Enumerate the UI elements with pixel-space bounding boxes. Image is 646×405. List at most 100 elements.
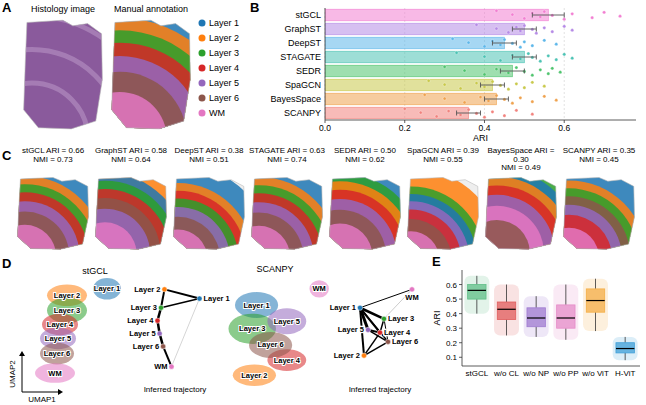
point bbox=[603, 11, 606, 14]
point bbox=[507, 71, 510, 74]
point bbox=[443, 97, 446, 100]
point bbox=[519, 29, 522, 32]
layer-region bbox=[40, 189, 170, 319]
bar bbox=[325, 9, 548, 21]
axis-title: ARI bbox=[473, 133, 488, 143]
legend-label: Layer 5 bbox=[209, 78, 239, 88]
category-label: w/o ViT bbox=[581, 369, 609, 378]
node-label: Layer 1 bbox=[330, 303, 356, 312]
point bbox=[483, 73, 486, 76]
tissue-outline bbox=[485, 177, 556, 249]
panel-letter: E bbox=[432, 254, 441, 269]
plot-title: SCANPY bbox=[256, 264, 293, 274]
layer-region bbox=[0, 176, 105, 336]
cluster-blob bbox=[35, 363, 75, 382]
box bbox=[616, 343, 634, 353]
whisker bbox=[476, 299, 477, 314]
error-cap bbox=[564, 13, 565, 18]
category-label: STAGATE bbox=[280, 52, 321, 62]
category-label: stGCL bbox=[465, 369, 488, 378]
text-line: H-ViT bbox=[615, 369, 635, 378]
point bbox=[563, 25, 566, 28]
category-label: SEDR bbox=[296, 66, 322, 76]
whisker bbox=[625, 353, 626, 360]
point bbox=[475, 23, 478, 26]
trajectory-node bbox=[409, 287, 414, 292]
category-label: stGCL bbox=[295, 10, 321, 20]
point bbox=[531, 81, 534, 84]
point bbox=[499, 59, 502, 62]
point bbox=[467, 41, 470, 44]
cluster-blob bbox=[267, 308, 306, 334]
point bbox=[503, 114, 506, 117]
tissue-outline bbox=[329, 177, 400, 249]
box bbox=[468, 285, 486, 300]
point bbox=[543, 85, 546, 88]
tick-mark bbox=[459, 284, 462, 285]
map-subtitle: NMI = 0.62 bbox=[345, 155, 385, 164]
bar bbox=[325, 65, 512, 77]
text-line: stGCL bbox=[465, 369, 488, 378]
error-cap bbox=[512, 55, 513, 60]
map-subtitle: NMI = 0.64 bbox=[111, 155, 151, 164]
point bbox=[459, 113, 462, 116]
node-label: Layer 5 bbox=[129, 329, 155, 338]
error-bar bbox=[512, 57, 536, 58]
point bbox=[539, 15, 542, 18]
point bbox=[547, 54, 550, 57]
node-label: Layer 2 bbox=[134, 285, 160, 294]
category-label: GraphST bbox=[284, 24, 321, 34]
error-cap bbox=[532, 13, 533, 18]
error-cap bbox=[516, 41, 517, 46]
arrow-head bbox=[19, 351, 25, 356]
bar bbox=[325, 107, 469, 119]
point bbox=[519, 57, 522, 60]
point bbox=[459, 87, 462, 90]
node-label: Layer 3 bbox=[388, 314, 414, 323]
node-label: WM bbox=[154, 362, 167, 371]
point bbox=[563, 53, 566, 56]
median bbox=[586, 300, 604, 301]
error-bar bbox=[457, 113, 481, 114]
whisker bbox=[506, 285, 507, 302]
layer-region bbox=[257, 173, 423, 339]
box bbox=[586, 289, 604, 312]
tick-label: 0.4 bbox=[446, 310, 458, 319]
axis-title: ARI bbox=[432, 310, 442, 325]
legend-marker bbox=[199, 65, 206, 72]
whisker bbox=[476, 276, 477, 285]
layer-region bbox=[117, 198, 238, 319]
trajectory-node bbox=[365, 327, 370, 332]
error-bar bbox=[484, 99, 508, 100]
trajectory-edge bbox=[364, 333, 380, 356]
cluster-label: Layer 4 bbox=[47, 320, 74, 329]
error-cap bbox=[536, 55, 537, 60]
point bbox=[515, 109, 518, 112]
arrow-head bbox=[58, 389, 63, 395]
point bbox=[515, 82, 518, 85]
bar bbox=[325, 23, 524, 35]
point bbox=[543, 39, 546, 42]
category-label: SpaGCN bbox=[285, 80, 321, 90]
point bbox=[499, 43, 502, 46]
point bbox=[483, 55, 486, 58]
tissue-outline bbox=[407, 177, 478, 249]
range-band bbox=[583, 279, 608, 331]
point bbox=[511, 102, 514, 105]
trajectory-node bbox=[161, 344, 166, 349]
layer-region bbox=[23, 172, 186, 335]
range-band bbox=[464, 276, 489, 314]
point bbox=[511, 13, 514, 16]
axis-title: UMAP2 bbox=[8, 360, 17, 388]
node-label: Layer 2 bbox=[334, 351, 360, 360]
trajectory-node bbox=[357, 305, 362, 310]
whisker bbox=[625, 337, 626, 343]
point bbox=[539, 60, 542, 63]
point bbox=[523, 24, 526, 27]
point bbox=[515, 66, 518, 69]
plot-area bbox=[325, 9, 622, 119]
point bbox=[487, 99, 490, 102]
trajectory-node bbox=[155, 318, 160, 323]
y-axis bbox=[462, 270, 463, 366]
point bbox=[523, 40, 526, 43]
